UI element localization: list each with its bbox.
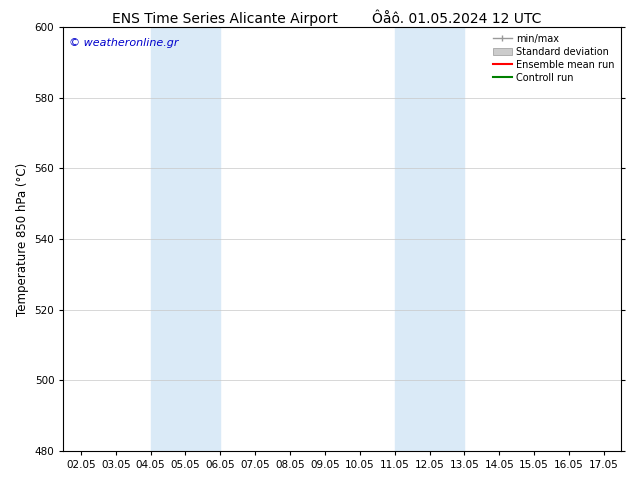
- Y-axis label: Temperature 850 hPa (°C): Temperature 850 hPa (°C): [16, 162, 29, 316]
- Text: Ôåô. 01.05.2024 12 UTC: Ôåô. 01.05.2024 12 UTC: [372, 12, 541, 26]
- Bar: [394, 27, 464, 451]
- Bar: [150, 27, 221, 451]
- Text: © weatheronline.gr: © weatheronline.gr: [69, 38, 179, 48]
- Legend: min/max, Standard deviation, Ensemble mean run, Controll run: min/max, Standard deviation, Ensemble me…: [491, 32, 616, 84]
- Text: ENS Time Series Alicante Airport: ENS Time Series Alicante Airport: [112, 12, 338, 26]
